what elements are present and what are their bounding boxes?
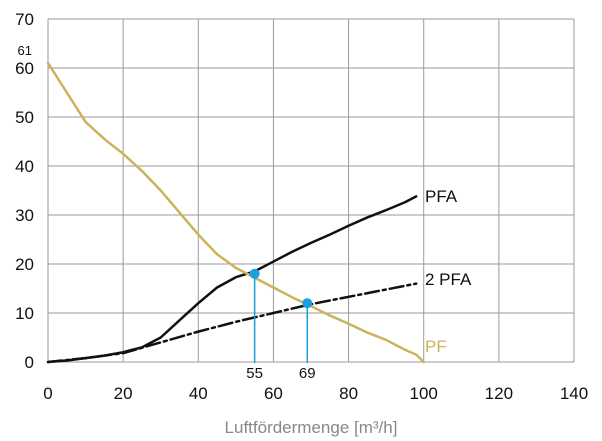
x-tick-label: 40 (189, 384, 208, 403)
marker-label: 55 (246, 365, 263, 382)
x-tick-label: 0 (43, 384, 52, 403)
x-tick-label: 60 (264, 384, 283, 403)
series-label-pf: PF (425, 337, 447, 356)
y-extra-tick-label: 61 (18, 43, 32, 58)
y-tick-label: 50 (15, 108, 34, 127)
x-tick-label: 140 (560, 384, 588, 403)
y-tick-label: 30 (15, 206, 34, 225)
series-line-pfa (46, 195, 418, 364)
y-tick-label: 0 (25, 353, 34, 372)
y-tick-label: 10 (15, 304, 34, 323)
x-tick-label: 120 (485, 384, 513, 403)
series-label-pfa: PFA (425, 187, 458, 206)
x-tick-label: 80 (339, 384, 358, 403)
x-tick-label: 100 (410, 384, 438, 403)
y-tick-label: 70 (15, 10, 34, 29)
y-tick-label: 20 (15, 255, 34, 274)
marker-label: 69 (299, 365, 316, 382)
x-tick-label: 20 (114, 384, 133, 403)
marker-point (249, 268, 260, 279)
y-tick-label: 40 (15, 157, 34, 176)
series-line-2-pfa (46, 282, 418, 364)
y-tick-label: 60 (15, 59, 34, 78)
series-line-pf (46, 61, 425, 364)
series-label-2-pfa: 2 PFA (425, 270, 472, 289)
marker-point (302, 298, 313, 309)
x-axis-title: Luftfördermenge [m³/h] (225, 418, 398, 437)
